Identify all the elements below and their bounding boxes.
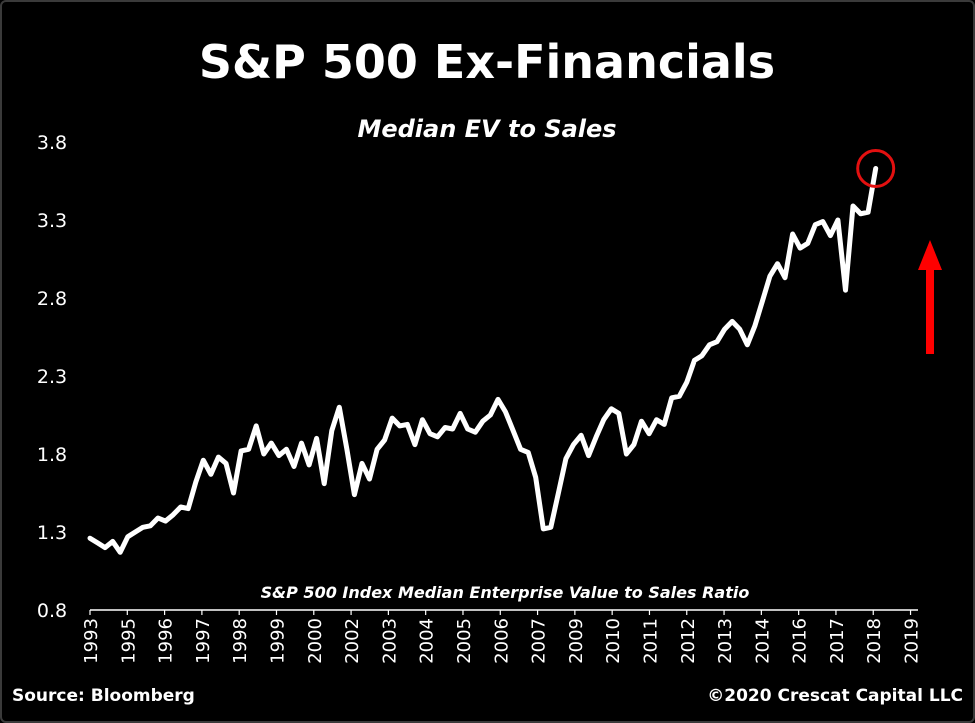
- x-tick-label: 2003: [379, 618, 400, 664]
- chart-subtitle: Median EV to Sales: [357, 115, 616, 143]
- x-tick-label: 2007: [529, 618, 550, 664]
- x-tick-label: 2010: [603, 618, 624, 664]
- x-tick-label: 2004: [417, 618, 438, 664]
- x-tick-label: 1996: [156, 618, 177, 664]
- x-tick-label: 1997: [193, 618, 214, 664]
- x-tick-label: 2017: [827, 618, 848, 664]
- y-tick-label: 3.3: [37, 210, 67, 232]
- x-axis: 1993 1995 1996 1997 1998 1999 2000 2002 2003 2004…: [81, 609, 923, 664]
- highlight-circle: [856, 149, 896, 189]
- y-tick-label: 1.3: [37, 522, 67, 544]
- series-line: [87, 166, 879, 555]
- series-layer: [87, 166, 879, 555]
- x-tick-label: 2014: [752, 618, 773, 664]
- arrow-up-icon: [918, 240, 942, 270]
- x-tick-label: 2005: [454, 618, 475, 664]
- x-tick-label: 2006: [491, 618, 512, 664]
- markers-layer: [856, 149, 942, 354]
- source-label: Source: Bloomberg: [12, 686, 195, 706]
- y-tick-label: 2.8: [37, 288, 67, 310]
- x-tick-label: 2012: [678, 618, 699, 664]
- y-tick-label: 0.8: [37, 600, 67, 622]
- x-tick-label: 2000: [305, 618, 326, 664]
- y-tick-label: 2.3: [37, 366, 67, 388]
- x-tick-label: 2011: [640, 618, 661, 664]
- x-tick-label: 2013: [715, 618, 736, 664]
- x-tick-label: 2019: [902, 618, 923, 664]
- x-tick-label: 2018: [864, 618, 885, 664]
- y-tick-label: 1.8: [37, 444, 67, 466]
- arrow-shaft: [926, 268, 934, 354]
- x-tick-label: 2002: [342, 618, 363, 664]
- copyright-label: ©2020 Crescat Capital LLC: [707, 686, 963, 706]
- x-tick-label: 1999: [267, 618, 288, 664]
- x-tick-label: 1998: [230, 618, 251, 664]
- x-tick-label: 2009: [566, 618, 587, 664]
- x-tick-label: 1993: [81, 618, 102, 664]
- x-tick-label: 2016: [790, 618, 811, 664]
- y-axis: 3.8 3.3 2.8 2.3 1.8 1.3 0.8: [37, 132, 67, 622]
- y-tick-label: 3.8: [37, 132, 67, 154]
- chart-annotation: S&P 500 Index Median Enterprise Value to…: [261, 583, 750, 602]
- chart-title: S&P 500 Ex-Financials: [199, 35, 775, 89]
- x-tick-label: 1995: [118, 618, 139, 664]
